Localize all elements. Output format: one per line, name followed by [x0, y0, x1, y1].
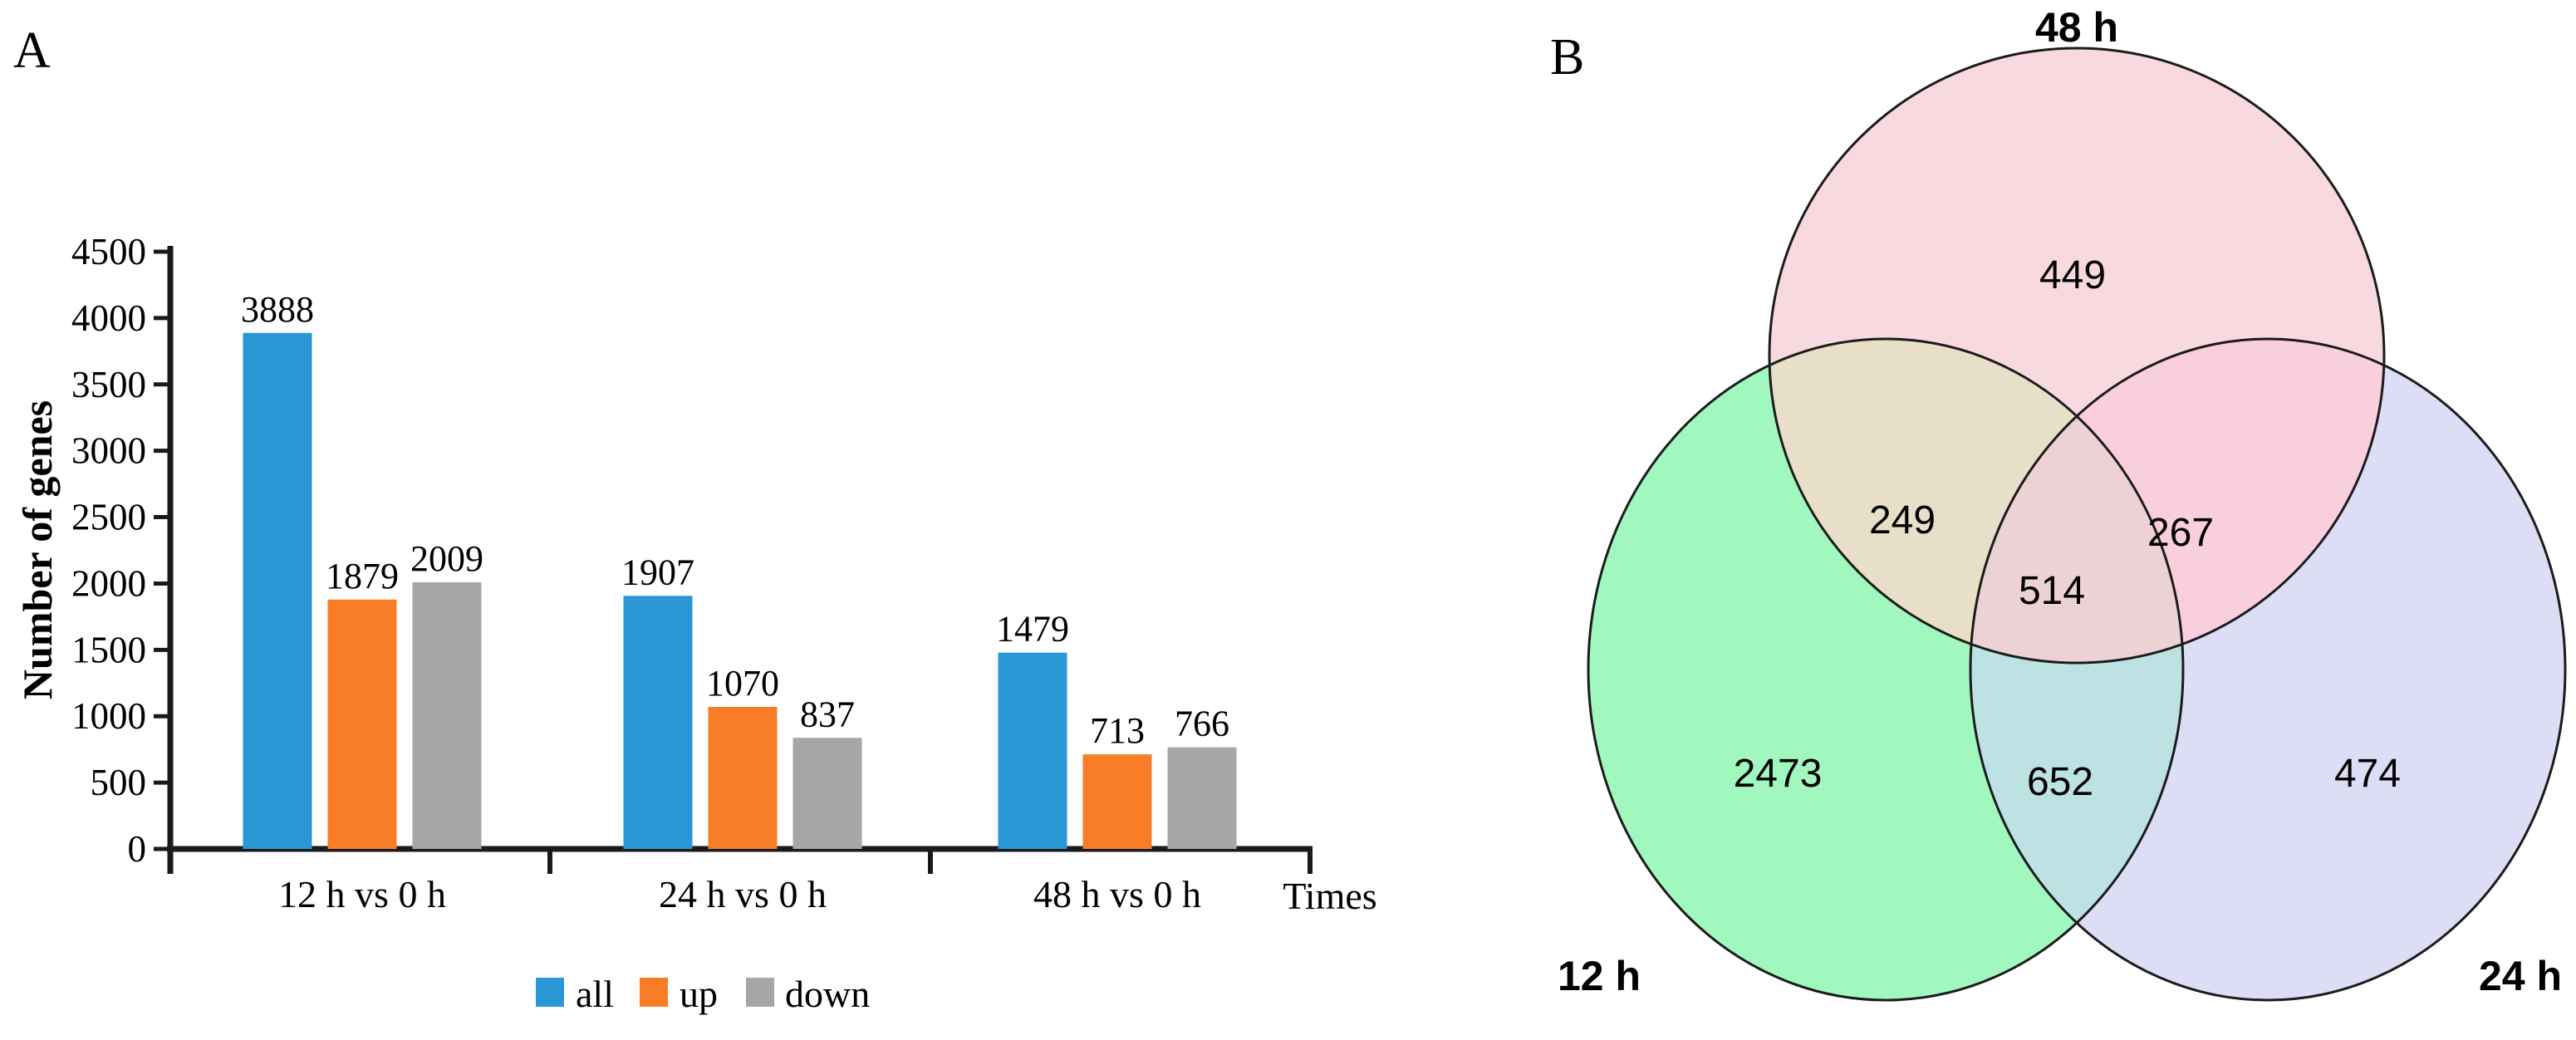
bar-value-label: 3888: [241, 289, 314, 330]
bar-up-48hvs0h: [1082, 754, 1152, 849]
venn-diagram-panel: 449 249 267 514 2473 652 474 12 h 24 h 48 h: [1558, 4, 2567, 1002]
y-axis-title: Number of genes: [14, 400, 61, 699]
venn-set-label-24h: 24 h: [2479, 953, 2562, 999]
x-category-label: 24 h vs 0 h: [659, 873, 827, 915]
venn-circle-12h-outline: [1587, 337, 2185, 1002]
bar-value-label: 1907: [621, 552, 694, 592]
legend-label-up: up: [680, 973, 718, 1015]
venn-circle-24h-outline: [1969, 337, 2567, 1002]
bar-all-48hvs0h: [998, 652, 1067, 849]
bar-all-24hvs0h: [623, 596, 693, 849]
bar-value-label: 766: [1175, 704, 1229, 744]
legend-swatch-up: [640, 978, 668, 1007]
y-axis-tick-label: 0: [128, 828, 147, 870]
venn-set-label-12h: 12 h: [1558, 953, 1641, 999]
bar-value-label: 2009: [410, 538, 483, 579]
bar-value-label: 1479: [996, 609, 1069, 650]
y-axis-tick-label: 1500: [71, 629, 146, 670]
bar-up-12hvs0h: [327, 599, 397, 849]
venn-count-only_12h: 2473: [1734, 752, 1823, 796]
bar-value-label: 713: [1090, 710, 1145, 751]
panel-b-letter: B: [1550, 29, 1585, 86]
bar-value-label: 1070: [706, 663, 779, 704]
bar-chart-panel: 4500 4000 3500 3000 2500 2000 1500 1000 500 0 Numb…: [14, 231, 1377, 1015]
venn-count-i_12h_48h: 249: [1869, 498, 1936, 542]
x-category-label: 48 h vs 0 h: [1033, 873, 1201, 915]
y-axis-tick-label: 4500: [71, 231, 146, 272]
legend-label-all: all: [576, 973, 614, 1015]
venn-set-label-48h: 48 h: [2035, 4, 2118, 51]
legend-label-down: down: [785, 973, 870, 1015]
venn-count-only_48h: 449: [2039, 253, 2106, 297]
legend-swatch-down: [746, 978, 774, 1007]
bar-down-12hvs0h: [412, 582, 482, 849]
y-axis-tick-label: 500: [91, 762, 147, 803]
venn-count-only_24h: 474: [2334, 752, 2401, 796]
x-category-label: 12 h vs 0 h: [278, 873, 446, 915]
y-axis-tick-label: 3000: [71, 430, 146, 472]
x-axis-title: Times: [1283, 875, 1376, 917]
venn-count-i_12h_24h: 652: [2027, 760, 2093, 804]
bar-value-label: 837: [800, 694, 855, 734]
bar-up-24hvs0h: [708, 707, 778, 849]
panel-a-letter: A: [13, 22, 51, 79]
bar-down-24hvs0h: [792, 738, 862, 849]
bar-all-12hvs0h: [243, 332, 312, 849]
venn-count-i_24h_48h: 267: [2147, 511, 2214, 555]
bar-down-48hvs0h: [1167, 747, 1237, 849]
y-axis-tick-label: 2000: [71, 562, 146, 604]
y-axis-tick-label: 3500: [71, 364, 146, 405]
y-axis-tick-label: 4000: [71, 297, 146, 339]
venn-count-i_all_three: 514: [2019, 569, 2085, 613]
venn-circle-48h-outline: [1768, 47, 2386, 665]
legend-swatch-all: [536, 978, 564, 1007]
y-axis-tick-label: 1000: [71, 695, 146, 737]
bar-value-label: 1879: [326, 556, 399, 596]
y-axis-tick-label: 2500: [71, 497, 146, 538]
